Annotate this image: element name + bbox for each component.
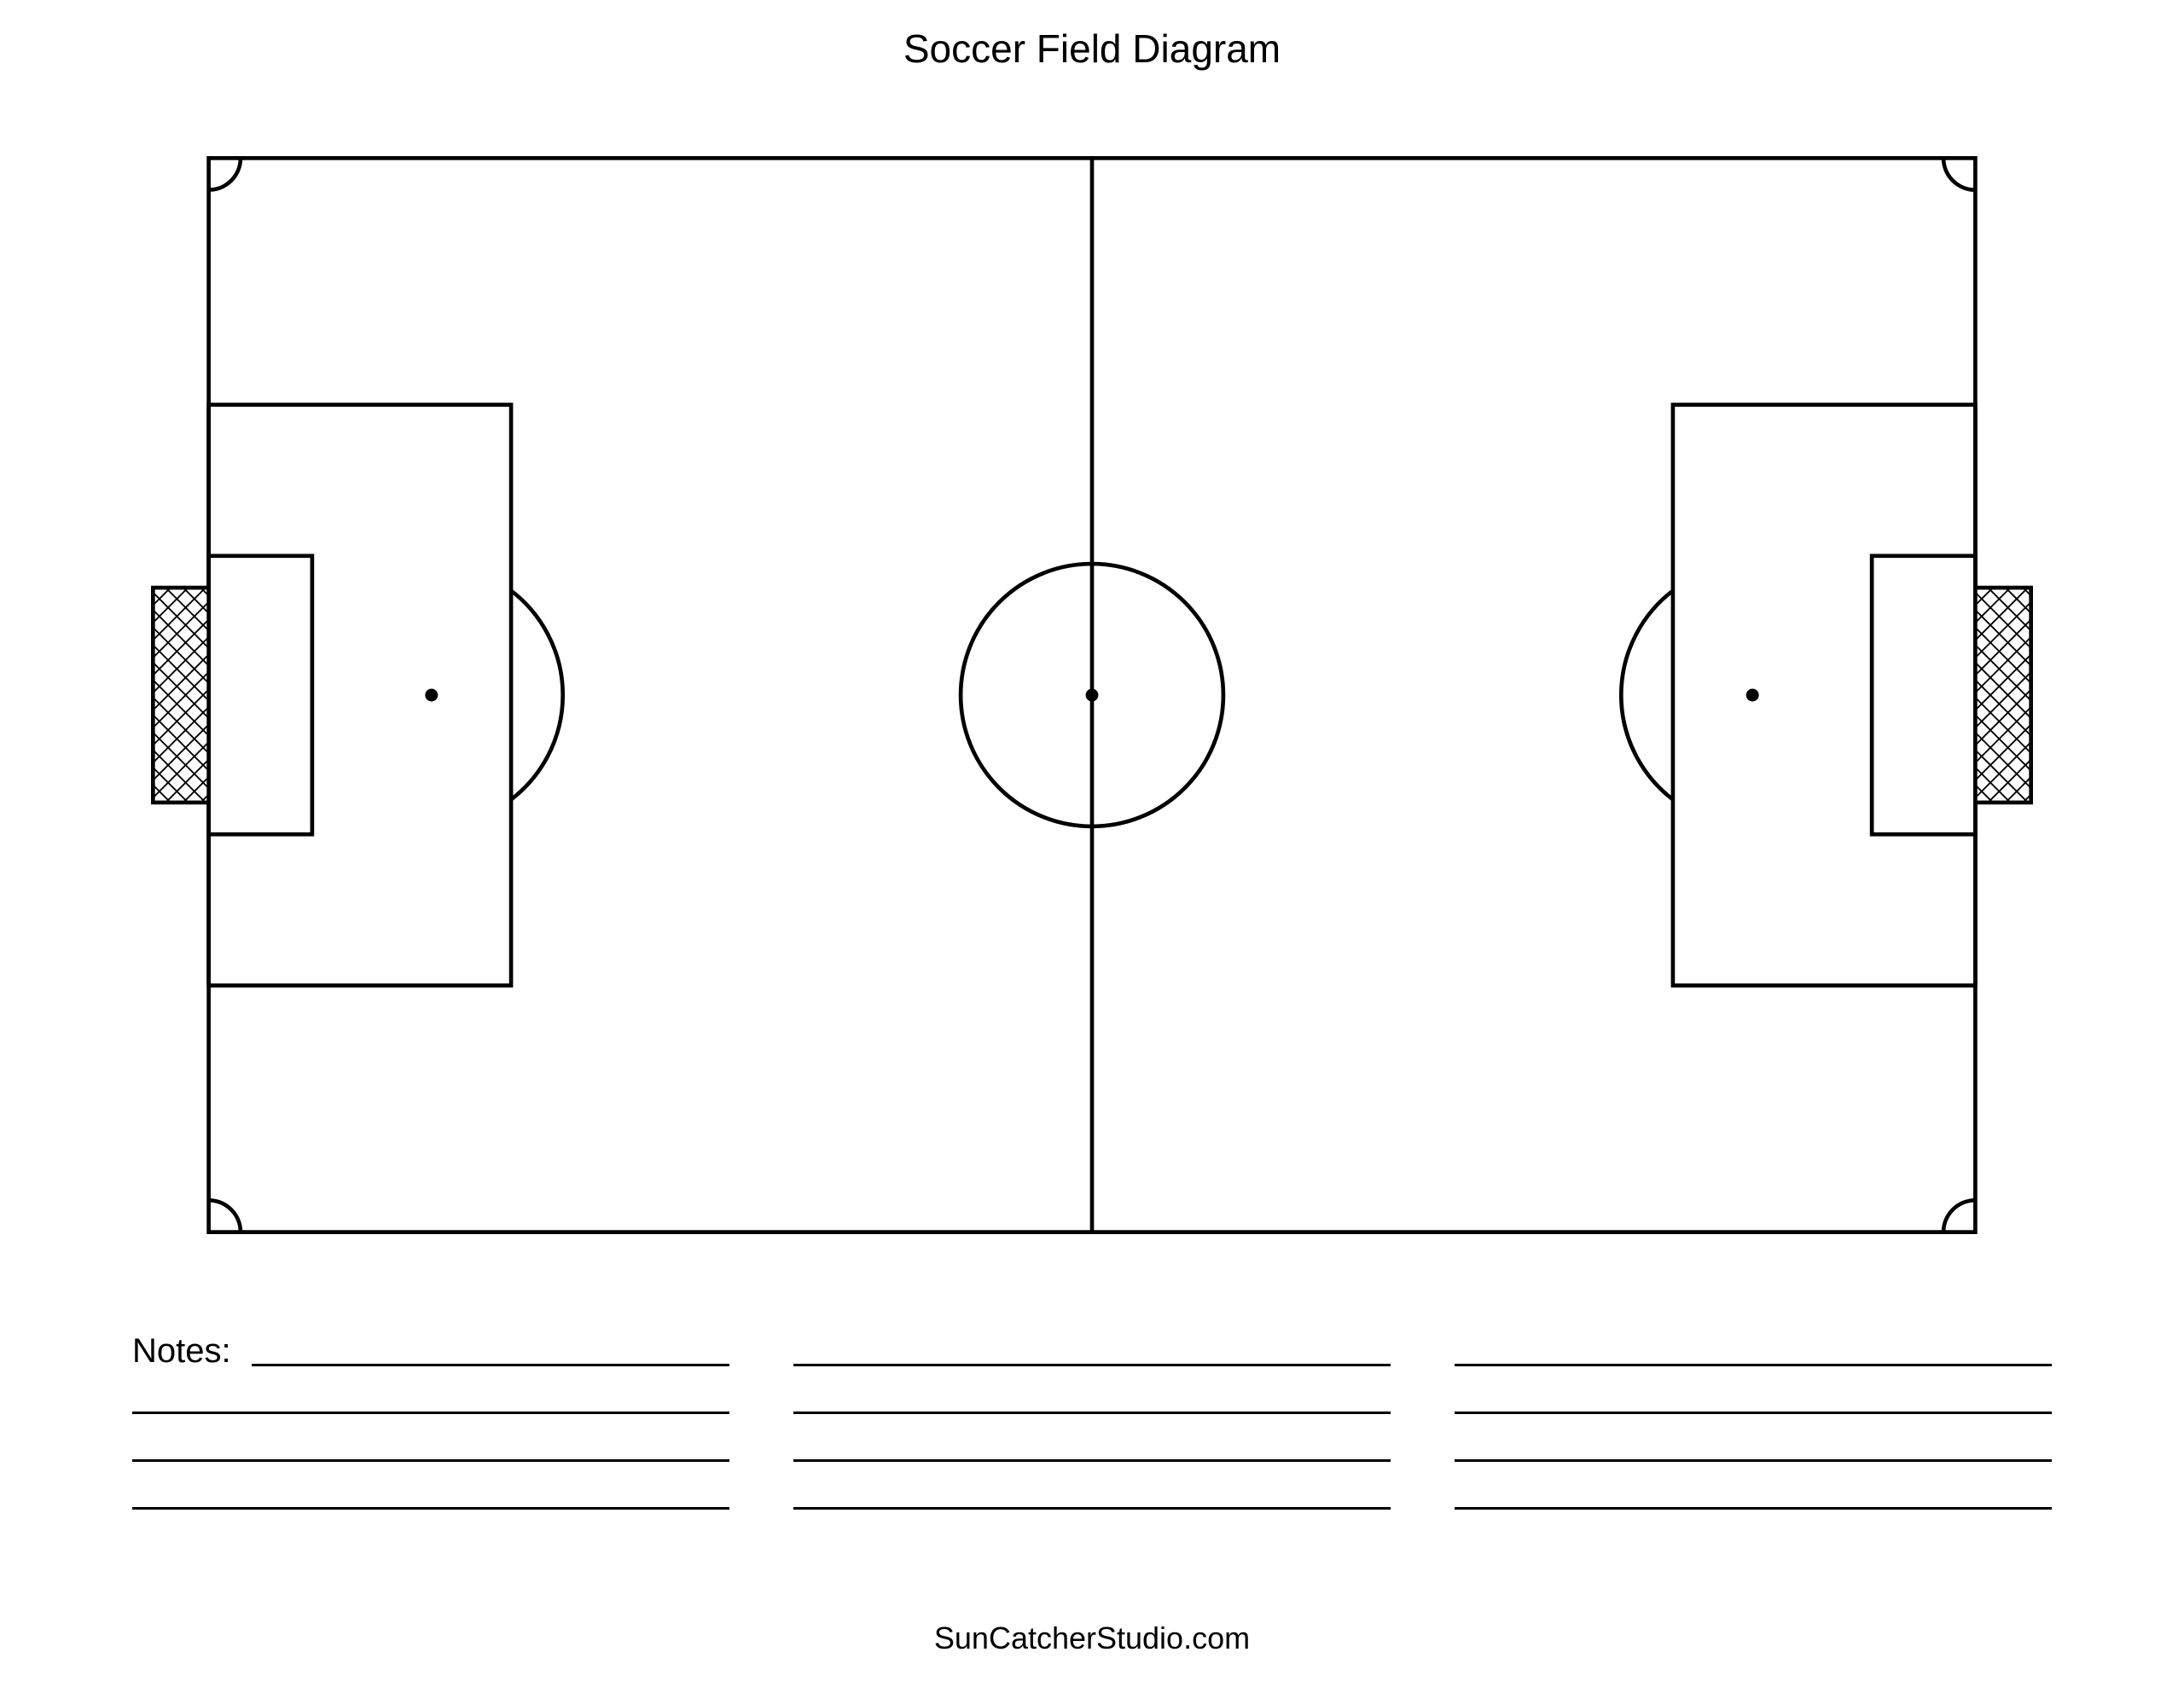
note-line (1455, 1339, 2052, 1366)
note-line (132, 1462, 729, 1510)
note-line (793, 1414, 1391, 1462)
note-line (252, 1339, 729, 1366)
note-line (793, 1339, 1391, 1366)
note-line (132, 1366, 729, 1414)
notes-section: Notes: (132, 1339, 2052, 1510)
notes-column-3 (1455, 1339, 2052, 1510)
note-line (1455, 1462, 2052, 1510)
note-line (1455, 1366, 2052, 1414)
page-title: Soccer Field Diagram (0, 26, 2184, 72)
soccer-field-diagram (145, 119, 2039, 1271)
note-line (132, 1414, 729, 1462)
note-line (1455, 1414, 2052, 1462)
note-line (793, 1366, 1391, 1414)
footer-attribution: SunCatcherStudio.com (0, 1620, 2184, 1656)
notes-column-1: Notes: (132, 1339, 729, 1510)
note-line (793, 1462, 1391, 1510)
notes-column-2 (793, 1339, 1391, 1510)
notes-label: Notes: (132, 1332, 231, 1371)
